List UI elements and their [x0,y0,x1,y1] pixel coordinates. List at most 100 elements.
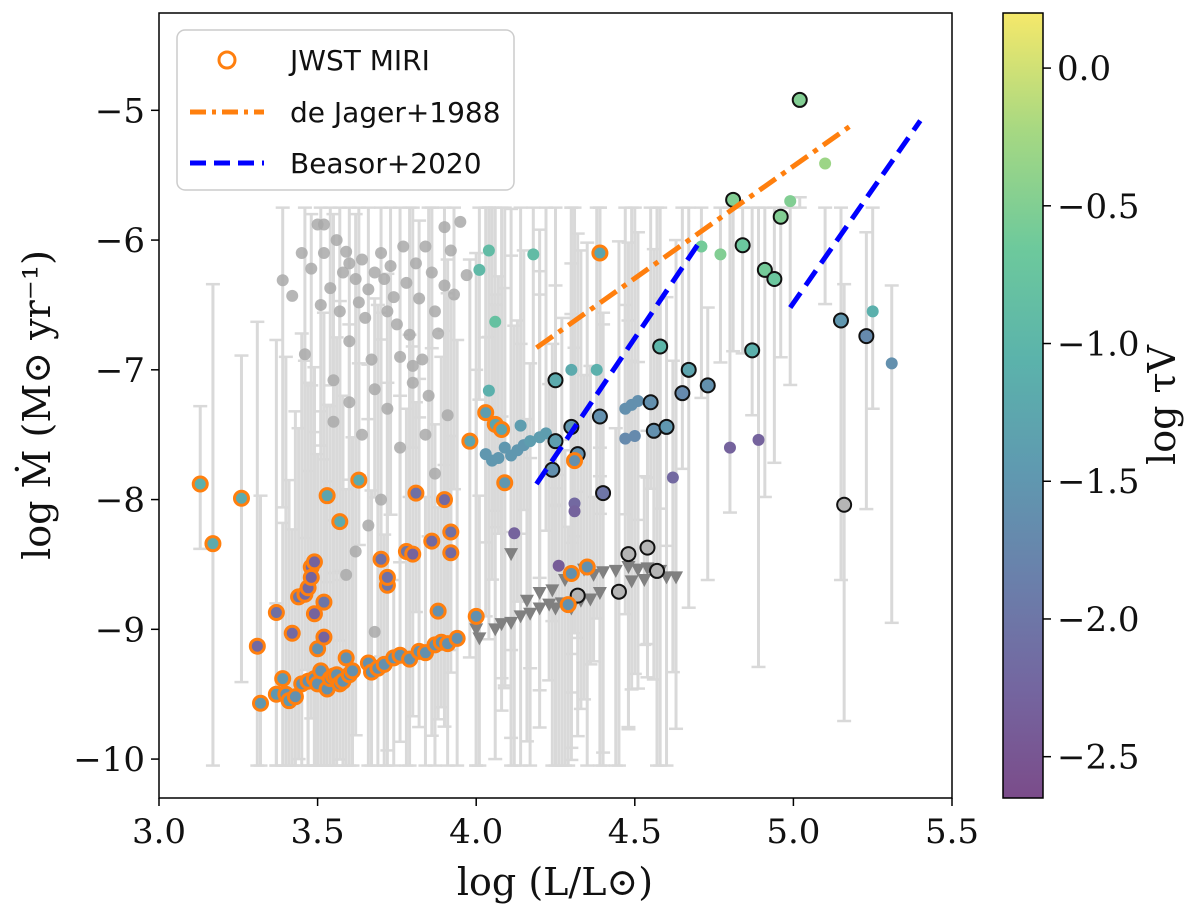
grey-point [422,389,435,402]
grey-point [356,253,369,266]
grey-point [394,441,407,454]
colored-point [619,432,632,445]
jwst-point [578,558,596,576]
grey-point [317,218,330,231]
dusty-point [858,328,875,345]
grey-point [381,402,394,415]
colored-point [524,435,537,448]
upper-limit-point [532,586,547,600]
jwst-point [442,544,460,562]
jwst-point [407,484,425,502]
grey-point [381,305,394,318]
grey-point [400,276,413,289]
jwst-point [252,694,270,712]
grey-point [276,274,289,287]
jwst-point [350,471,368,489]
grey-point [368,625,381,638]
grey-point [375,247,388,260]
colored-point [866,305,879,318]
grey-point [416,353,429,366]
grey-point [394,350,407,363]
grey-point [413,292,426,305]
colorbar: 0.0 −0.5 −1.0 −1.5 −2.0 −2.5 log τV [1002,12,1184,799]
colored-point [666,471,679,484]
grey-point [359,311,372,324]
jwst-point [318,487,336,505]
colored-point [508,527,521,540]
grey-point [362,519,375,532]
grey-point [409,257,422,270]
colored-point [752,433,765,446]
grey-point [349,545,362,558]
upper-limit-point [545,584,560,598]
grey-point [286,289,299,302]
legend-box [176,29,515,191]
jwst-point [429,602,447,620]
dusty-point [591,408,608,425]
grey-point [384,260,397,273]
legend-label-jwst: JWST MIRI [288,44,430,77]
grey-point [375,493,388,506]
colored-point [482,244,495,257]
colorbar-tick-label: −0.5 [1057,187,1140,227]
upper-limit-point [608,564,623,578]
jwst-point [305,605,323,623]
colored-point [473,263,486,276]
grey-point [343,257,356,270]
colorbar-ticks: 0.0 −0.5 −1.0 −1.5 −2.0 −2.5 [1043,49,1140,778]
jwst-point [566,452,584,470]
y-tick-label: −6 [95,221,145,261]
jwst-point [423,532,441,550]
grey-point [390,318,403,331]
colorbar-tick-label: 0.0 [1057,49,1111,89]
jwst-point [591,244,609,262]
y-tick-label: −8 [95,481,145,521]
dusty-point [772,208,789,225]
colored-point [695,240,708,253]
jwst-point [315,628,333,646]
grey-point [356,428,369,441]
upper-limit-point [624,575,639,589]
jwst-point [204,535,222,553]
grey-point [444,244,457,257]
x-tick-label: 5.0 [766,812,820,852]
colored-point [565,363,578,376]
grey-point [438,279,451,292]
colored-point [568,505,581,518]
colored-point [631,394,644,407]
grey-point [343,396,356,409]
grey-point [425,266,438,279]
grey-point [314,298,327,311]
grey-point [368,383,381,396]
grey-point [349,272,362,285]
grey-point [378,272,391,285]
colored-point [527,248,540,261]
upper-limit-point [504,616,519,630]
upper-limit-point [592,586,607,600]
y-tick-label: −5 [95,91,145,131]
jwst-point [274,670,292,688]
grey-point [428,305,441,318]
grey-point [336,266,349,279]
jwst-point [448,629,466,647]
fit-line [788,119,923,309]
dusty-point [680,361,697,378]
fit-line [535,123,852,350]
colored-point [539,427,552,440]
dusty-point [791,91,808,108]
dusty-point [595,485,612,502]
colored-point [514,419,527,432]
dusty-point [620,546,637,563]
dusty-point [649,562,666,579]
legend-label-dejager: de Jager+1988 [290,96,501,129]
grey-point [403,328,416,341]
upper-limit-point [640,562,655,576]
grey-point [305,262,318,275]
y-tick-label: −10 [73,740,145,780]
jwst-point [315,593,333,611]
grey-point [432,327,445,340]
upper-limit-point [494,618,509,632]
grey-point [298,348,311,361]
upper-limit-point [488,623,503,637]
grey-point [327,374,340,387]
